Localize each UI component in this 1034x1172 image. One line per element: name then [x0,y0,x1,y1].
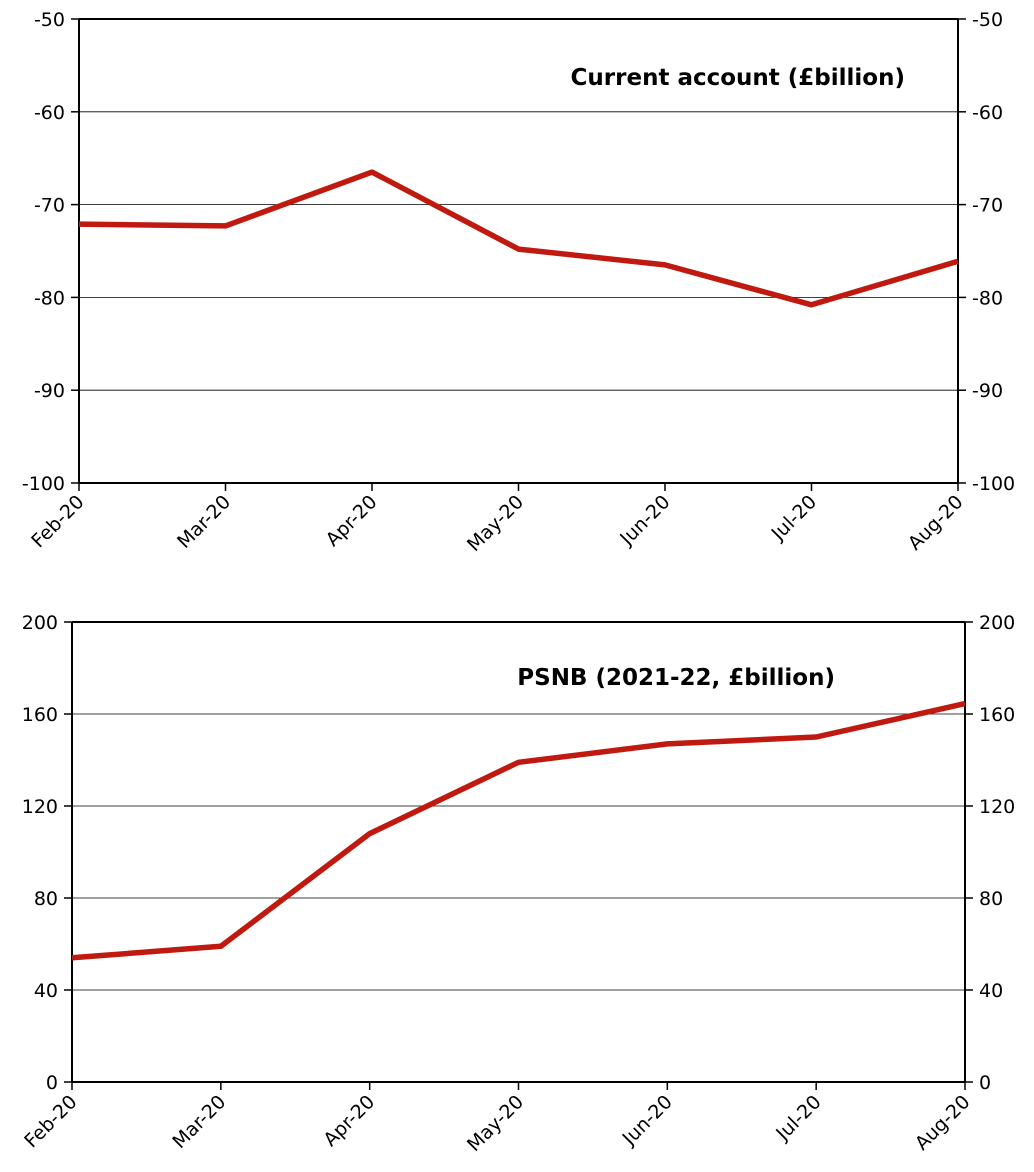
series-line [78,169,959,308]
right-y-tick-label: -80 [972,287,1003,309]
chart-title: Current account (£billion) [571,65,905,91]
series-line [71,700,966,961]
left-y-tick-label: 0 [46,1072,58,1094]
left-y-tick-label: 200 [22,612,58,634]
left-y-tick-label: -70 [34,195,65,217]
left-y-tick-label: 120 [22,796,58,818]
x-tick-label: Jun-20 [615,491,674,550]
x-tick-label: Mar-20 [173,491,235,553]
chart-title: PSNB (2021-22, £billion) [517,665,835,691]
right-y-tick-label: 200 [979,612,1015,634]
x-tick-label: Apr-20 [319,1091,379,1151]
left-y-tick-label: -50 [34,9,65,31]
right-y-tick-label: 0 [979,1072,991,1094]
x-tick-label: Feb-20 [20,1091,81,1152]
x-tick-label: Jun-20 [618,1091,677,1150]
x-tick-label: May-20 [463,491,528,556]
x-tick-label: Jul-20 [771,1091,825,1145]
right-y-tick-label: -50 [972,9,1003,31]
right-y-tick-label: -100 [972,473,1015,495]
right-y-tick-label: -60 [972,102,1003,124]
right-y-tick-label: 80 [979,888,1003,910]
left-y-tick-label: -100 [22,473,65,495]
left-y-tick-label: 160 [22,704,58,726]
right-y-tick-label: 40 [979,980,1003,1002]
right-y-tick-label: 160 [979,704,1015,726]
x-tick-label: Mar-20 [168,1091,230,1153]
left-y-tick-label: -80 [34,287,65,309]
left-y-tick-label: 80 [34,888,58,910]
left-y-tick-label: -60 [34,102,65,124]
x-tick-label: Feb-20 [27,491,88,552]
left-y-tick-label: -90 [34,380,65,402]
left-y-tick-label: 40 [34,980,58,1002]
right-y-tick-label: -70 [972,195,1003,217]
x-tick-label: Jul-20 [767,491,821,545]
x-tick-label: Aug-20 [911,1091,975,1155]
right-y-tick-label: 120 [979,796,1015,818]
x-tick-label: Aug-20 [904,491,968,555]
current-account-chart: -50 -50-60 -60-70 -70-80 -80-90 -90-100 -100Fe… [22,9,1015,556]
right-y-tick-label: -90 [972,380,1003,402]
x-tick-label: Apr-20 [322,491,382,551]
x-tick-label: May-20 [463,1091,528,1156]
